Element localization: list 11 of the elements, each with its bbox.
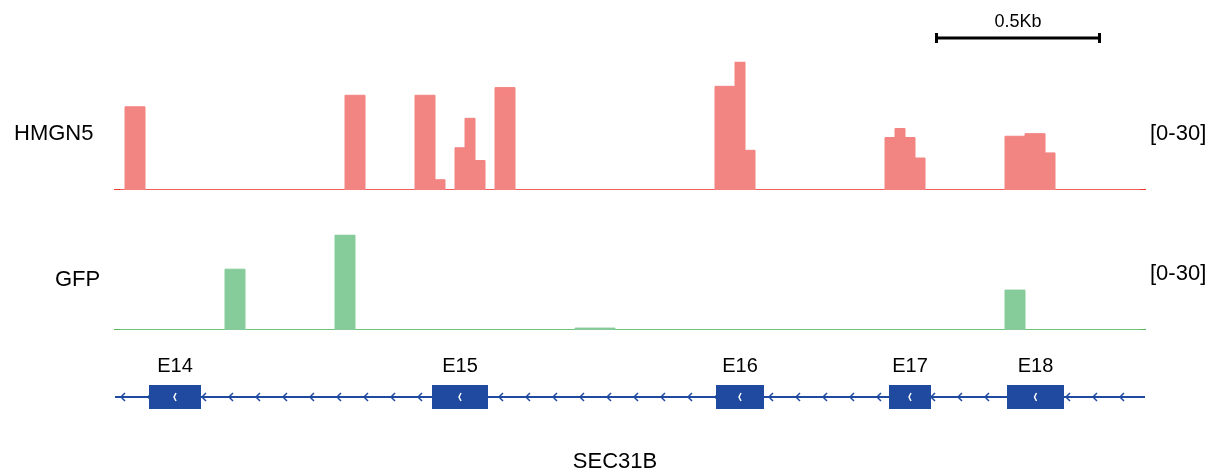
text: E15 xyxy=(441,354,479,377)
text: E14 xyxy=(156,354,194,377)
text: [0-30] xyxy=(1150,120,1207,146)
text: [0-30] xyxy=(1150,260,1207,286)
text: E16 xyxy=(721,354,759,377)
series-label: HMGN5 xyxy=(14,120,94,146)
text: E18 xyxy=(1016,354,1055,377)
series-label: GFP xyxy=(55,266,101,292)
text: SEC31B xyxy=(571,448,659,474)
text: E17 xyxy=(891,354,929,377)
text: 0.5Kb xyxy=(994,11,1042,31)
